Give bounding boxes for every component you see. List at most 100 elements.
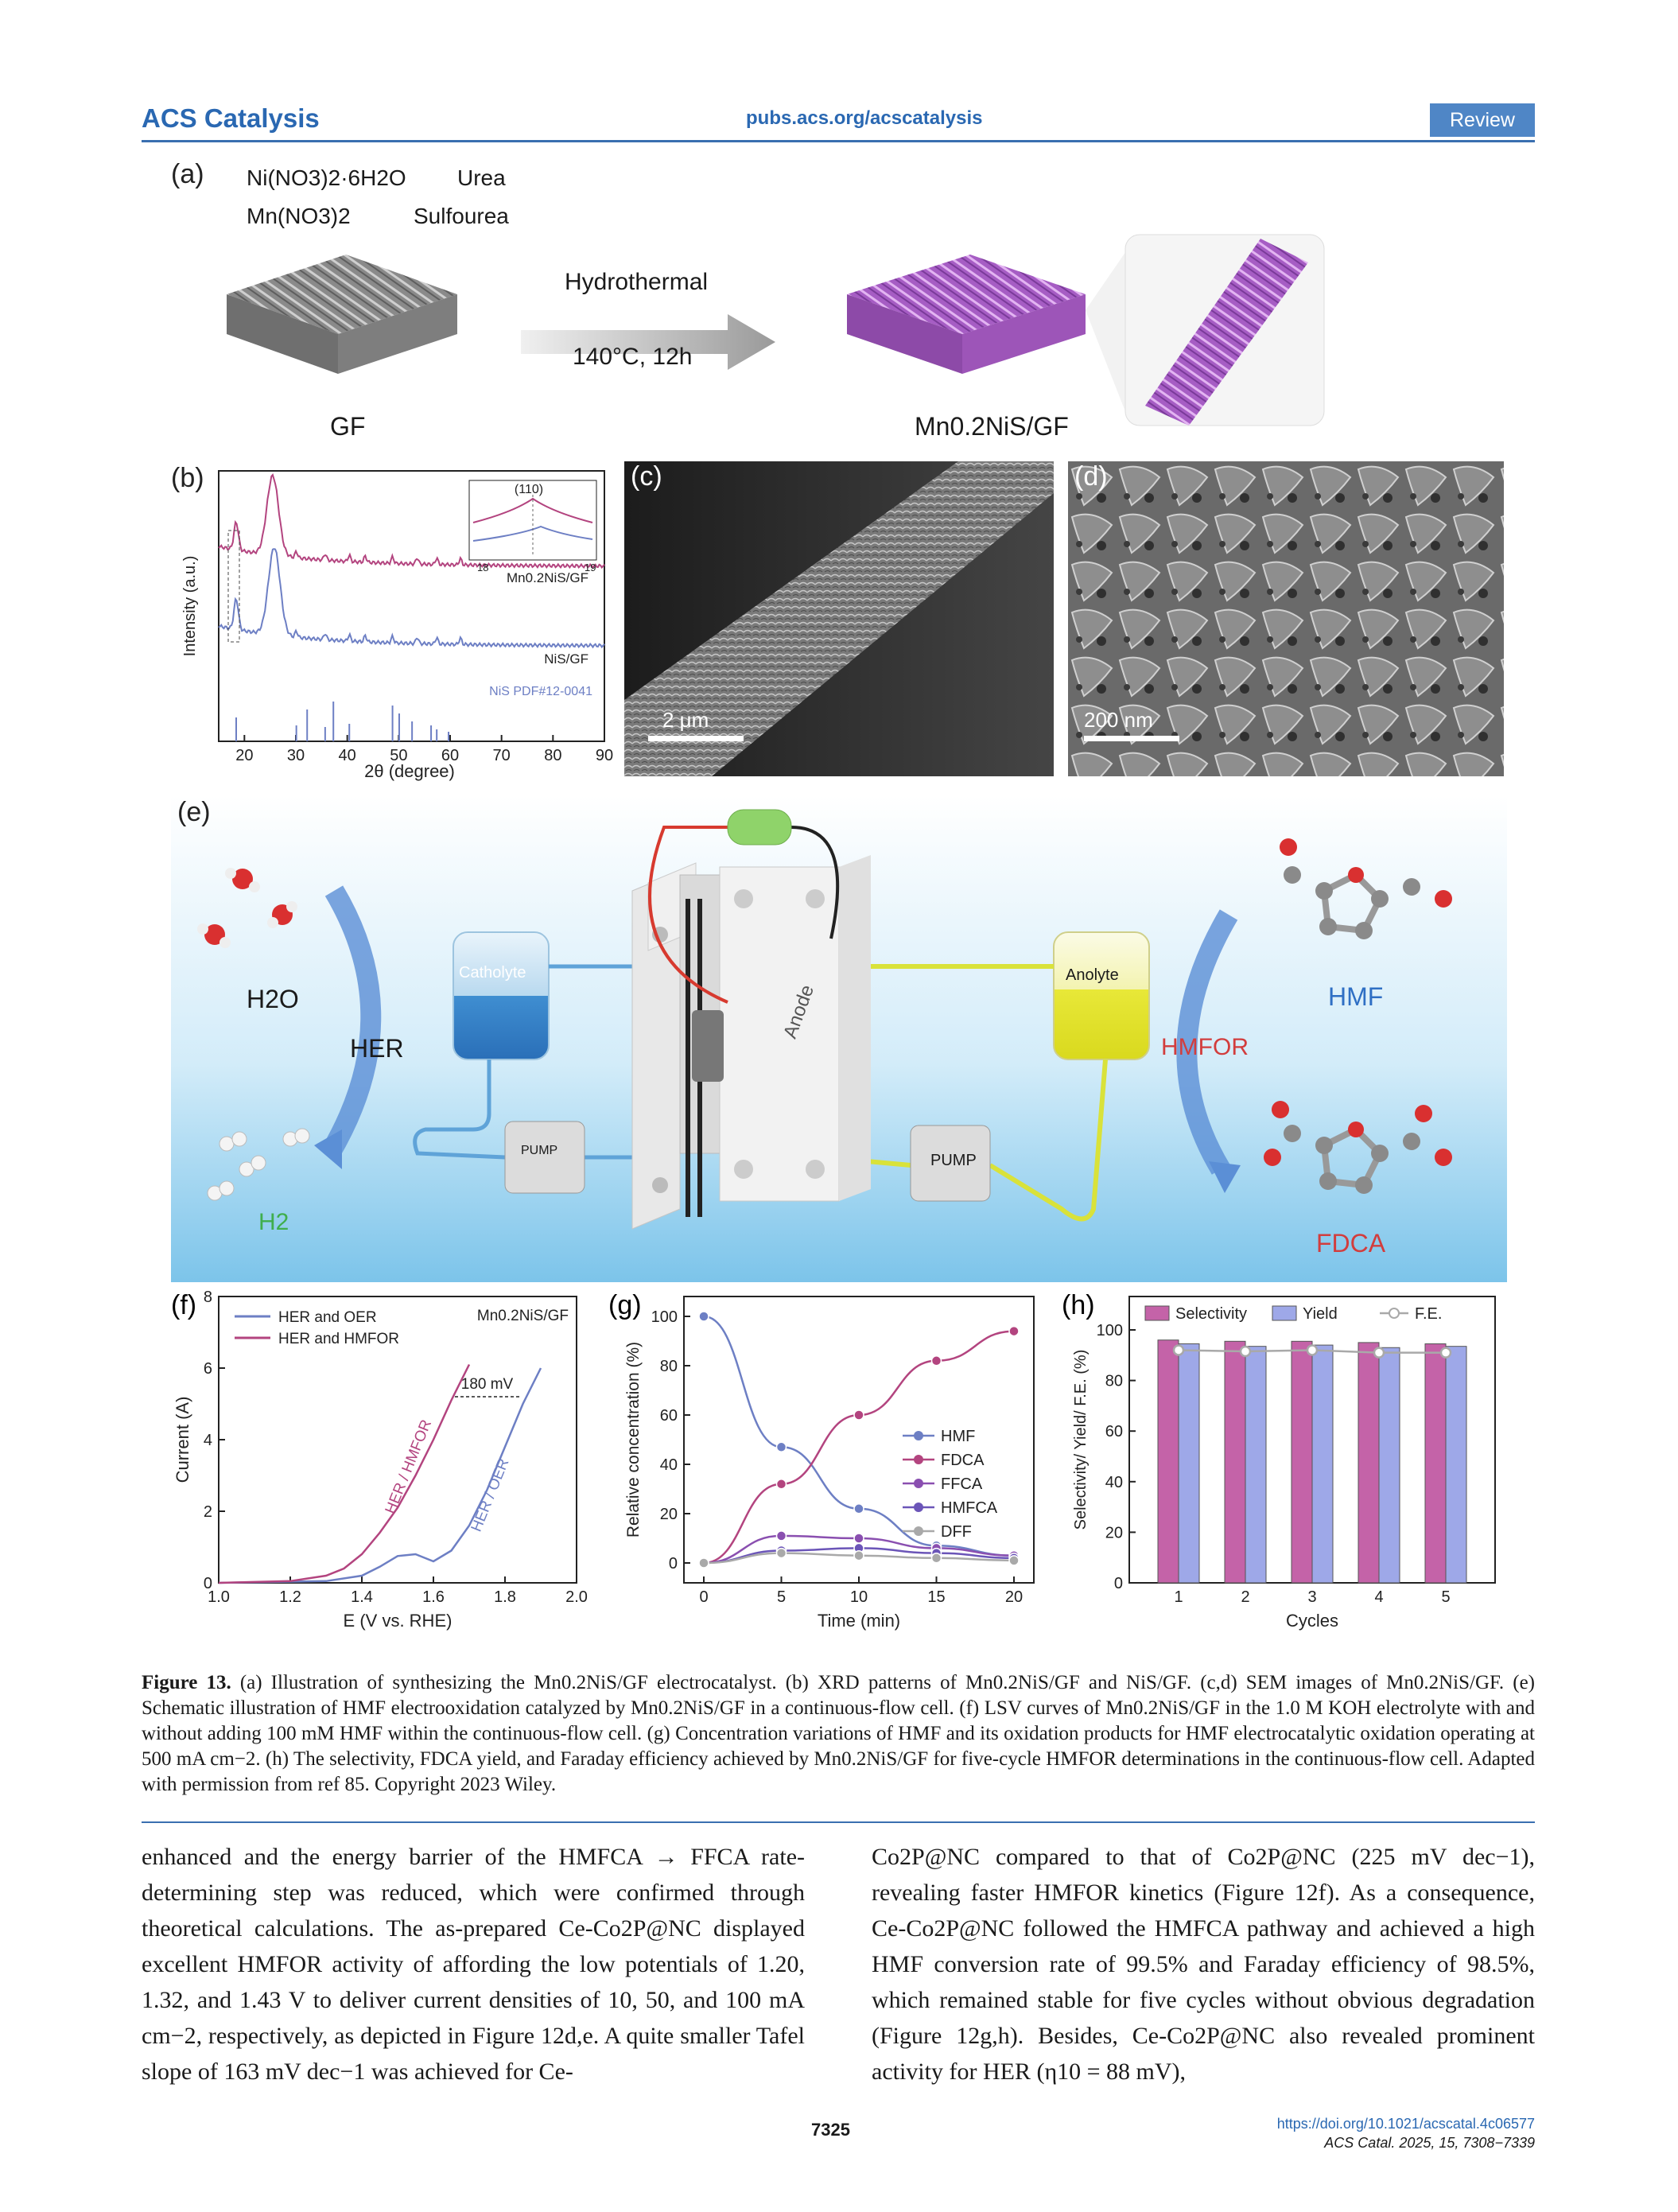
sem-d-scale-text: 200 nm [1084, 708, 1153, 732]
legend-her-oer: HER and OER [278, 1309, 377, 1326]
conc-ytick-label: 0 [669, 1555, 678, 1573]
lsv-potential-gap-label: 180 mV [461, 1376, 514, 1393]
bar-selectivity [1358, 1342, 1380, 1584]
lsv-ylabel: Current (A) [173, 1397, 192, 1483]
doi-link[interactable]: https://doi.org/10.1021/acscatal.4c06577 [1276, 2116, 1535, 2132]
her-arrowhead [314, 1129, 342, 1169]
gf-felt-image [227, 255, 457, 374]
cycle-xtick-label: 1 [1174, 1588, 1183, 1606]
cycle-xtick-label: 2 [1241, 1588, 1249, 1606]
panel-a: (a) Ni(NO3)2·6H2O Mn(NO3)2 Urea Sulfoure… [171, 159, 1507, 445]
inset-tick-19: 19 [585, 562, 596, 573]
xrd-highlight-box [227, 530, 240, 643]
conc-point-fdca [930, 1355, 942, 1366]
bar-selectivity [1157, 1339, 1179, 1584]
lsv-curve-her-oer [218, 1367, 542, 1584]
water-molecules-image [197, 868, 297, 948]
conc-xtick-label: 10 [850, 1588, 868, 1606]
cycle-ytick-label: 100 [1097, 1322, 1123, 1339]
panel-h-label: (h) [1062, 1290, 1095, 1320]
lsv-curve-her-hmfor [218, 1363, 471, 1584]
journal-name: ACS Catalysis [142, 103, 320, 133]
fdca-molecule-image [1264, 1101, 1452, 1194]
cycle-ytick-label: 40 [1105, 1474, 1123, 1491]
xrd-xtick-label: 30 [287, 747, 305, 764]
panel-f-label: (f) [171, 1290, 196, 1320]
journal-url[interactable]: pubs.acs.org/acscatalysis [746, 107, 983, 129]
lsv-ytick-label: 2 [204, 1503, 212, 1521]
cycle-legend-swatch [1144, 1305, 1170, 1321]
conc-point-hmf [698, 1311, 709, 1322]
conc-ytick-label: 20 [660, 1506, 678, 1523]
bar-selectivity [1224, 1340, 1246, 1584]
figure-caption: Figure 13. (a) Illustration of synthesiz… [142, 1670, 1535, 1798]
conc-ytick-label: 100 [651, 1308, 678, 1326]
fe-point [1439, 1347, 1452, 1359]
cycle-legend-yield: Yield [1303, 1305, 1338, 1323]
conc-legend-fdca: FDCA [941, 1452, 985, 1469]
her-arrow [320, 885, 382, 1159]
synthesis-illustration [227, 234, 1325, 426]
conc-point-ffca [853, 1533, 864, 1544]
conc-legend-marker [914, 1479, 923, 1488]
wire-black [790, 826, 840, 939]
caption-text: (a) Illustration of synthesizing the Mn0… [142, 1672, 1536, 1795]
fe-point [1306, 1344, 1319, 1356]
panel-g: (g) 0 5 10 15 20 0 20 40 60 80 100 HMF FDCA FFCA HMFC… [608, 1289, 1050, 1639]
catholyte-label: Catholyte [459, 964, 526, 982]
flow-cell-schematic [171, 795, 1507, 1282]
inset-trace-nis [472, 525, 593, 542]
lsv-ytick-label: 6 [204, 1360, 212, 1378]
conc-legend-marker [914, 1503, 923, 1512]
conc-point-fdca [775, 1479, 787, 1490]
anolyte-label: Anolyte [1066, 966, 1119, 984]
reagent-3: Urea [457, 165, 506, 190]
flow-cell-body [631, 855, 871, 1230]
panel-g-label: (g) [608, 1290, 642, 1320]
xrd-xtick-label: 20 [235, 747, 253, 764]
hmf-molecule-image [1280, 838, 1452, 939]
inset-tick-18: 18 [477, 562, 488, 573]
process-arrow [521, 314, 775, 370]
panel-c: (c) 2 μm [624, 461, 1054, 776]
cycle-ytick-label: 20 [1105, 1524, 1123, 1541]
conc-point-ffca [775, 1530, 787, 1541]
inset-trace-mn [472, 497, 593, 523]
process-label: Hydrothermal [565, 269, 709, 295]
conc-point-dff [853, 1549, 864, 1561]
page-number: 7325 [811, 2120, 850, 2140]
bar-selectivity [1291, 1340, 1313, 1584]
hmfor-arrowhead [1209, 1161, 1241, 1193]
cycle-xtick-label: 4 [1374, 1588, 1383, 1606]
hydrogen-molecules-image [207, 1128, 310, 1201]
bar-selectivity [1424, 1343, 1447, 1584]
cycle-ytick-label: 80 [1105, 1373, 1123, 1390]
conc-line-hmf [703, 1315, 1015, 1557]
lsv-xlabel: E (V vs. RHE) [344, 1611, 453, 1631]
her-label: HER [350, 1034, 404, 1063]
conc-point-dff [1008, 1555, 1020, 1566]
sem-c-scalebar [648, 736, 744, 741]
figure-13: (a) Ni(NO3)2·6H2O Mn(NO3)2 Urea Sulfoure… [171, 159, 1507, 1639]
bar-yield [1445, 1346, 1467, 1584]
panel-h: (h) 0 20 40 60 80 100 1 2 3 4 5 Selectivity Yield F.… [1062, 1289, 1507, 1639]
bar-yield [1311, 1344, 1334, 1584]
lsv-xtick-label: 1.2 [279, 1588, 301, 1606]
conc-xtick-label: 20 [1005, 1588, 1023, 1606]
catholyte-bottle [453, 931, 550, 1060]
conc-legend-marker [914, 1431, 923, 1440]
caption-label: Figure 13. [142, 1672, 231, 1693]
panel-a-label: (a) [171, 159, 204, 189]
xrd-xtick-label: 70 [493, 747, 511, 764]
xrd-xtick-label: 60 [441, 747, 459, 764]
sem-d-scalebar [1084, 736, 1179, 741]
fe-point [1239, 1345, 1252, 1358]
conc-point-hmf [775, 1441, 787, 1453]
panel-b: (b) 20 30 40 50 60 70 80 90 (110) 18 19 Mn0.2Ni… [171, 463, 616, 789]
reagent-4: Sulfourea [414, 204, 509, 228]
conc-legend-hmfca: HMFCA [941, 1499, 998, 1517]
conc-point-dff [698, 1557, 709, 1569]
cycle-xtick-label: 5 [1441, 1588, 1450, 1606]
conc-legend-marker [914, 1455, 923, 1464]
